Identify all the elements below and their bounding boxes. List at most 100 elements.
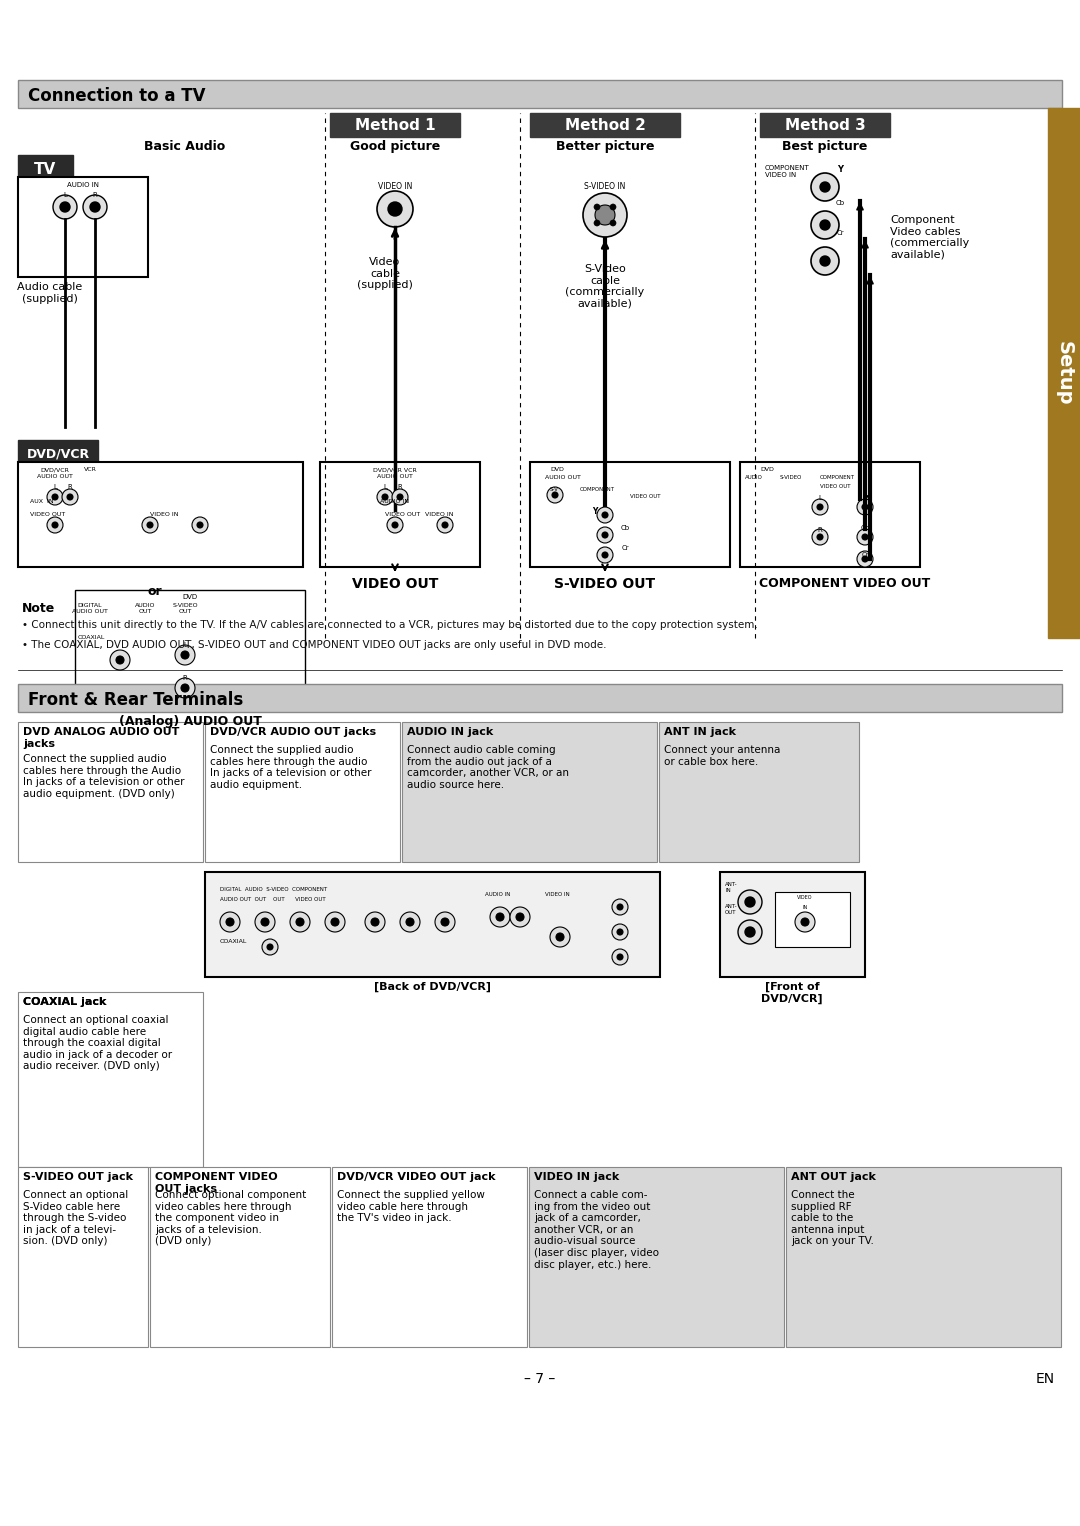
Circle shape: [811, 211, 839, 240]
Circle shape: [377, 488, 393, 505]
Circle shape: [372, 919, 379, 926]
Text: ANT IN jack: ANT IN jack: [664, 726, 735, 737]
Circle shape: [90, 201, 100, 212]
Text: Connect the supplied audio
cables here through the Audio
In jacks of a televisio: Connect the supplied audio cables here t…: [23, 754, 185, 798]
Circle shape: [594, 220, 600, 226]
Text: Connection to a TV: Connection to a TV: [28, 87, 205, 105]
Bar: [205, 722, 400, 862]
Circle shape: [612, 899, 627, 916]
Circle shape: [296, 919, 303, 926]
Bar: [402, 722, 657, 862]
Circle shape: [52, 522, 58, 528]
Circle shape: [516, 913, 524, 922]
Circle shape: [441, 919, 449, 926]
Text: VIDEO: VIDEO: [797, 896, 813, 900]
Circle shape: [382, 494, 388, 501]
Circle shape: [858, 530, 873, 545]
Circle shape: [801, 919, 809, 926]
Bar: [530, 113, 680, 137]
Circle shape: [820, 256, 831, 266]
Text: Method 3: Method 3: [785, 118, 865, 133]
Text: Connect the supplied audio
cables here through the audio
In jacks of a televisio: Connect the supplied audio cables here t…: [210, 745, 372, 790]
Circle shape: [738, 890, 762, 914]
Circle shape: [325, 913, 345, 932]
Circle shape: [62, 488, 78, 505]
Circle shape: [60, 201, 70, 212]
Text: Cr: Cr: [836, 230, 843, 237]
Bar: [740, 462, 920, 568]
Circle shape: [400, 913, 420, 932]
Circle shape: [597, 526, 613, 543]
Text: Connect audio cable coming
from the audio out jack of a
camcorder, another VCR, : Connect audio cable coming from the audi…: [407, 745, 569, 790]
Circle shape: [612, 949, 627, 964]
Bar: [659, 722, 859, 862]
Circle shape: [556, 932, 564, 942]
Bar: [720, 871, 865, 977]
Text: VIDEO IN: VIDEO IN: [150, 513, 178, 517]
Bar: [18, 992, 203, 1167]
Text: EN: EN: [1036, 1372, 1055, 1386]
Circle shape: [811, 247, 839, 275]
Text: S-VIDEO
OUT: S-VIDEO OUT: [172, 603, 198, 613]
Text: AUDIO OUT: AUDIO OUT: [545, 475, 581, 481]
Circle shape: [610, 204, 616, 211]
Text: R: R: [68, 484, 72, 490]
Circle shape: [267, 945, 273, 951]
Text: VCR: VCR: [83, 467, 96, 472]
Text: ANT-
OUT: ANT- OUT: [725, 903, 738, 914]
Text: VIDEO IN: VIDEO IN: [378, 182, 413, 191]
Circle shape: [220, 913, 240, 932]
Text: DVD: DVD: [183, 594, 198, 600]
Text: Best picture: Best picture: [782, 140, 867, 153]
Text: Connect optional component
video cables here through
the component video in
jack: Connect optional component video cables …: [156, 1190, 307, 1247]
Circle shape: [816, 534, 823, 540]
Text: DIGITAL  AUDIO  S-VIDEO  COMPONENT: DIGITAL AUDIO S-VIDEO COMPONENT: [220, 887, 327, 893]
Circle shape: [175, 645, 195, 665]
Circle shape: [388, 201, 402, 217]
Bar: [18, 722, 203, 862]
Text: COMPONENT VIDEO OUT: COMPONENT VIDEO OUT: [759, 577, 931, 591]
Bar: [330, 113, 460, 137]
Text: S-VIDEO OUT: S-VIDEO OUT: [554, 577, 656, 591]
Bar: [775, 893, 850, 948]
Circle shape: [147, 522, 153, 528]
Text: VIDEO IN jack: VIDEO IN jack: [534, 1172, 619, 1183]
Circle shape: [812, 499, 828, 514]
Bar: [760, 113, 890, 137]
Circle shape: [617, 954, 623, 960]
Text: DVD ANALOG AUDIO OUT
jacks: DVD ANALOG AUDIO OUT jacks: [23, 726, 179, 749]
Text: Cb: Cb: [620, 525, 630, 531]
Text: Better picture: Better picture: [556, 140, 654, 153]
Text: Method 1: Method 1: [354, 118, 435, 133]
Text: R: R: [818, 526, 822, 533]
Circle shape: [862, 555, 868, 562]
Bar: [18, 684, 1062, 713]
Text: AUDIO IN: AUDIO IN: [485, 893, 511, 897]
Circle shape: [745, 926, 755, 937]
Circle shape: [437, 517, 453, 533]
Text: COMPONENT: COMPONENT: [580, 487, 615, 491]
Circle shape: [435, 913, 455, 932]
Text: Connect an optional coaxial
digital audio cable here
through the coaxial digital: Connect an optional coaxial digital audi…: [23, 1015, 172, 1071]
Text: ANT-
IN: ANT- IN: [725, 882, 738, 893]
Text: – 7 –: – 7 –: [525, 1372, 555, 1386]
Text: Cr: Cr: [621, 545, 629, 551]
Text: [Front of
DVD/VCR]: [Front of DVD/VCR]: [761, 983, 823, 1004]
Text: AUDIO IN: AUDIO IN: [380, 499, 409, 504]
Text: AUDIO
OUT: AUDIO OUT: [135, 603, 156, 613]
Text: AUDIO OUT: AUDIO OUT: [37, 475, 73, 479]
Text: Y: Y: [592, 507, 597, 516]
Text: Note: Note: [22, 601, 55, 615]
Text: Cb: Cb: [836, 200, 845, 206]
Bar: [529, 1167, 784, 1347]
Text: Y: Y: [862, 494, 868, 504]
Text: L: L: [63, 192, 67, 198]
Circle shape: [110, 650, 130, 670]
Text: DVD/VCR VCR: DVD/VCR VCR: [373, 467, 417, 472]
Circle shape: [490, 906, 510, 926]
Bar: [18, 1167, 148, 1347]
Text: Good picture: Good picture: [350, 140, 441, 153]
Circle shape: [83, 195, 107, 220]
Circle shape: [262, 938, 278, 955]
Circle shape: [67, 494, 73, 501]
